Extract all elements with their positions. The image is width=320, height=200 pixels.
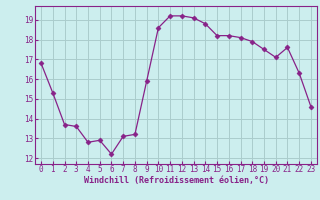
X-axis label: Windchill (Refroidissement éolien,°C): Windchill (Refroidissement éolien,°C)	[84, 176, 268, 185]
